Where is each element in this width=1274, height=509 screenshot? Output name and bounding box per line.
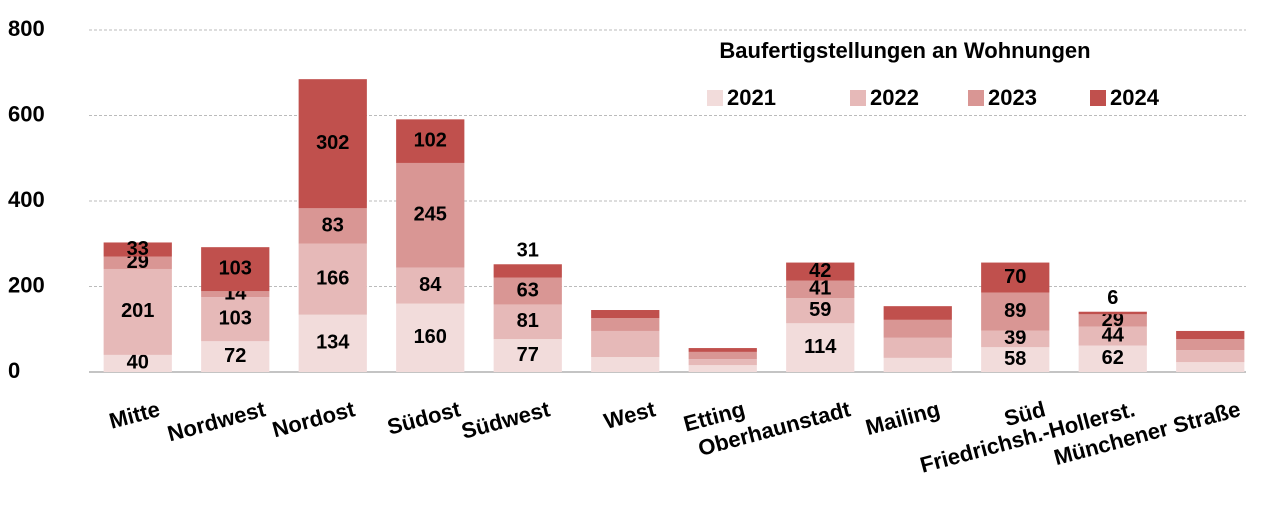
legend-swatch — [850, 90, 866, 106]
data-label: 103 — [219, 307, 252, 329]
bar-segment — [883, 306, 952, 320]
bar-segment — [298, 208, 367, 244]
bar-segment — [688, 348, 757, 352]
bar-segment — [396, 303, 465, 372]
data-label: 201 — [121, 300, 154, 322]
data-label: 114 — [804, 336, 837, 358]
bar-segment — [786, 280, 855, 299]
data-label: 160 — [414, 326, 447, 348]
bar-segment — [201, 247, 270, 292]
bar-segment — [1078, 345, 1147, 372]
bar-segment — [396, 162, 465, 268]
bar-segment — [396, 267, 465, 304]
legend-label: 2021 — [727, 85, 776, 110]
y-tick-label: 600 — [8, 101, 45, 126]
legend-title: Baufertigstellungen an Wohnungen — [719, 38, 1090, 63]
bar-segment — [591, 310, 660, 319]
data-label: 134 — [316, 332, 350, 354]
data-label: 42 — [809, 260, 831, 282]
data-label: 166 — [316, 268, 349, 290]
bar-segment — [1176, 350, 1245, 363]
x-tick-label: Südwest — [459, 396, 553, 444]
data-label: 44 — [1102, 324, 1125, 346]
bar-segment — [298, 243, 367, 315]
data-label: 58 — [1004, 348, 1026, 370]
bar-segment — [688, 351, 757, 360]
data-label: 31 — [517, 240, 539, 262]
bar-segment — [786, 262, 855, 281]
bar-segment — [493, 277, 562, 305]
data-label: 41 — [809, 278, 831, 300]
bar-segment — [981, 262, 1050, 293]
bar-segment — [103, 268, 172, 355]
x-tick-label: Mitte — [106, 396, 162, 433]
bar-segment — [396, 119, 465, 163]
bar-segment — [981, 330, 1050, 348]
bar-segment — [103, 354, 172, 372]
legend-swatch — [1090, 90, 1106, 106]
data-label: 103 — [219, 257, 252, 279]
x-tick-label: Mailing — [863, 396, 943, 440]
data-label: 40 — [127, 352, 149, 374]
x-tick-label: Nordost — [270, 396, 359, 442]
data-label: 72 — [224, 345, 246, 367]
data-label: 63 — [517, 279, 539, 301]
legend-swatch — [707, 90, 723, 106]
bar-segment — [298, 314, 367, 372]
bar-segment — [786, 298, 855, 324]
x-tick-label: Nordwest — [165, 396, 269, 446]
bar-segment — [1176, 330, 1245, 340]
bar-segment — [201, 297, 270, 342]
bar-segment — [883, 319, 952, 338]
bar-segment — [1176, 362, 1245, 372]
data-label: 89 — [1004, 300, 1026, 322]
data-label: 6 — [1107, 287, 1118, 309]
legend-label: 2022 — [870, 85, 919, 110]
data-label: 59 — [809, 299, 831, 321]
bar-segment — [981, 292, 1050, 331]
bar-segment — [981, 347, 1050, 372]
bar-segment — [298, 79, 367, 209]
legend-label: 2024 — [1110, 85, 1160, 110]
bar-segment — [1078, 311, 1147, 315]
bar-segment — [883, 357, 952, 372]
bar-segment — [493, 304, 562, 340]
bar-segment — [201, 341, 270, 372]
bar-segment — [688, 365, 757, 372]
bar-segment — [493, 264, 562, 278]
bar-segment — [201, 291, 270, 298]
data-label: 83 — [322, 214, 344, 236]
bar-segment — [591, 330, 660, 358]
data-label: 39 — [1004, 327, 1026, 349]
x-tick-label: West — [601, 396, 659, 434]
data-label: 302 — [316, 132, 349, 154]
data-label: 84 — [419, 274, 442, 296]
data-label: 81 — [517, 310, 539, 332]
legend-label: 2023 — [988, 85, 1037, 110]
data-label: 102 — [414, 129, 447, 151]
data-label: 62 — [1102, 347, 1124, 369]
data-label: 70 — [1004, 266, 1026, 288]
y-tick-label: 200 — [8, 272, 45, 297]
bar-segment — [883, 337, 952, 358]
bar-segment — [591, 357, 660, 372]
legend-swatch — [968, 90, 984, 106]
x-tick-label: Südost — [385, 396, 464, 440]
bar-segment — [591, 318, 660, 331]
bar-segment — [786, 323, 855, 372]
bar-segment — [103, 256, 172, 269]
y-tick-label: 800 — [8, 16, 45, 41]
bar-segment — [103, 242, 172, 257]
bar-segment — [688, 359, 757, 366]
bar-segment — [1078, 326, 1147, 346]
data-label: 77 — [517, 344, 539, 366]
bar-segment — [493, 339, 562, 372]
y-tick-label: 0 — [8, 358, 20, 383]
data-label: 33 — [127, 238, 149, 260]
y-tick-label: 400 — [8, 187, 45, 212]
bar-segment — [1176, 339, 1245, 351]
data-label: 245 — [414, 204, 447, 226]
bar-segment — [1078, 314, 1147, 327]
